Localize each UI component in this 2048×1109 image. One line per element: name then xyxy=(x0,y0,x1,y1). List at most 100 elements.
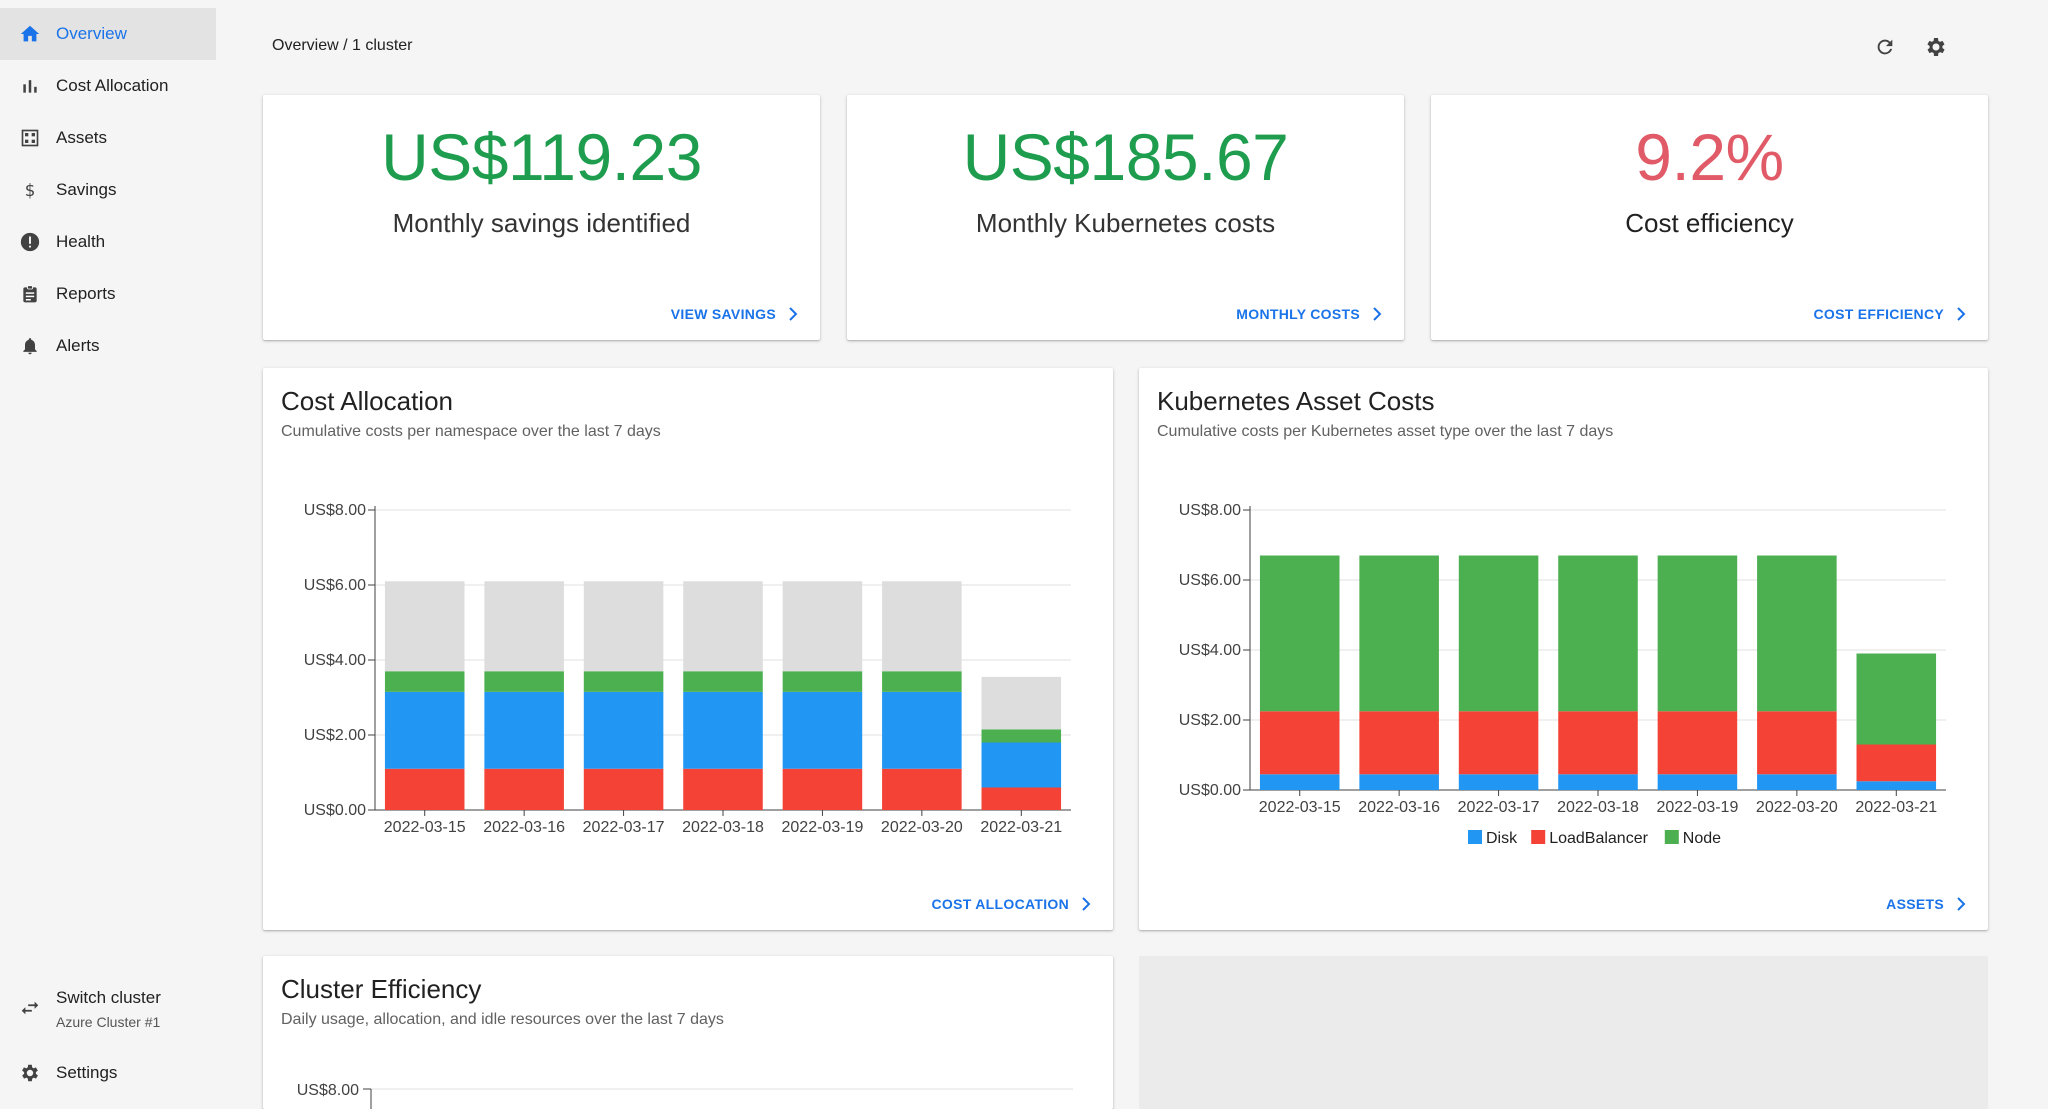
stat-value: US$119.23 xyxy=(381,120,702,194)
bar-segment xyxy=(583,671,664,692)
switch-cluster-label: Switch cluster xyxy=(56,988,161,1007)
card-title: Kubernetes Asset Costs xyxy=(1157,386,1435,416)
card-subtitle: Daily usage, allocation, and idle resour… xyxy=(281,1011,724,1028)
bar-segment xyxy=(484,671,564,692)
link-label: MONTHLY COSTS xyxy=(1236,306,1360,322)
bar-segment xyxy=(1856,744,1937,782)
stat-card-cost-efficiency: 9.2% Cost efficiency COST EFFICIENCY xyxy=(1431,95,1988,340)
bar-segment xyxy=(1558,774,1638,790)
sidebar-item-assets[interactable]: Assets xyxy=(0,112,216,164)
bar-segment xyxy=(1259,711,1340,775)
current-cluster-name: Azure Cluster #1 xyxy=(56,1014,161,1030)
y-tick-label: US$8.00 xyxy=(297,1082,359,1099)
bar-segment xyxy=(1458,555,1539,712)
x-tick-label: 2022-03-17 xyxy=(1458,799,1540,816)
legend-label: Disk xyxy=(1486,830,1518,847)
x-tick-label: 2022-03-18 xyxy=(682,819,764,836)
card-title: Cluster Efficiency xyxy=(281,974,482,1004)
x-tick-label: 2022-03-21 xyxy=(1855,799,1937,816)
chevron-right-icon xyxy=(788,307,800,321)
bar-segment xyxy=(782,768,863,810)
y-tick-label: US$8.00 xyxy=(1179,502,1241,519)
legend-swatch xyxy=(1664,830,1679,844)
link-label: VIEW SAVINGS xyxy=(670,306,776,322)
x-tick-label: 2022-03-16 xyxy=(483,819,565,836)
bar-segment xyxy=(583,581,664,672)
bar-segment xyxy=(484,691,564,769)
stat-value: US$185.67 xyxy=(962,120,1289,194)
refresh-icon[interactable] xyxy=(1872,34,1898,60)
bar-segment xyxy=(384,768,465,810)
bar-segment xyxy=(683,768,763,810)
legend-label: Node xyxy=(1683,830,1721,847)
bar-segment xyxy=(782,671,863,692)
chevron-right-icon xyxy=(1956,307,1968,321)
gear-icon[interactable] xyxy=(1923,34,1949,60)
sidebar-item-savings[interactable]: $ Savings xyxy=(0,164,216,216)
y-tick-label: US$6.00 xyxy=(304,577,366,594)
assets-link[interactable]: ASSETS xyxy=(1886,896,1968,912)
sidebar-item-label: Savings xyxy=(56,180,117,199)
dollar-icon: $ xyxy=(18,178,42,202)
chevron-right-icon xyxy=(1956,897,1968,911)
sidebar-item-settings[interactable]: Settings xyxy=(0,1047,216,1099)
bar-segment xyxy=(882,671,962,692)
y-tick-label: US$4.00 xyxy=(1179,642,1241,659)
bar-segment xyxy=(1558,555,1638,712)
sidebar-item-overview[interactable]: Overview xyxy=(0,8,216,60)
bar-segment xyxy=(384,691,465,769)
card-title: Cost Allocation xyxy=(281,386,453,416)
bar-segment xyxy=(1757,555,1837,712)
gear-icon xyxy=(18,1061,42,1085)
monthly-costs-link[interactable]: MONTHLY COSTS xyxy=(1236,306,1384,322)
cluster-efficiency-card: Cluster Efficiency Daily usage, allocati… xyxy=(263,956,1113,1109)
sidebar-item-health[interactable]: Health xyxy=(0,216,216,268)
legend-swatch xyxy=(1531,830,1546,844)
swap-icon xyxy=(18,996,42,1020)
sidebar-item-label: Health xyxy=(56,232,106,251)
bar-segment xyxy=(882,768,962,810)
sidebar-item-alerts[interactable]: Alerts xyxy=(0,320,216,372)
view-savings-link[interactable]: VIEW SAVINGS xyxy=(671,306,800,322)
x-tick-label: 2022-03-16 xyxy=(1358,799,1440,816)
stat-label: Cost efficiency xyxy=(1625,208,1794,238)
bar-segment xyxy=(1856,653,1937,745)
cost-efficiency-link[interactable]: COST EFFICIENCY xyxy=(1813,306,1968,322)
bar-segment xyxy=(683,581,763,672)
bar-segment xyxy=(683,671,763,692)
clipboard-icon xyxy=(18,282,42,306)
bar-segment xyxy=(1359,555,1439,712)
bar-segment xyxy=(384,671,465,692)
x-tick-label: 2022-03-18 xyxy=(1557,799,1639,816)
link-label: ASSETS xyxy=(1886,896,1944,912)
bar-segment xyxy=(981,676,1062,730)
x-tick-label: 2022-03-17 xyxy=(583,819,665,836)
empty-panel xyxy=(1139,956,1988,1109)
link-label: COST ALLOCATION xyxy=(931,896,1069,912)
switch-cluster-button[interactable]: Switch cluster Azure Cluster #1 xyxy=(0,980,216,1040)
sidebar-item-cost-allocation[interactable]: Cost Allocation xyxy=(0,60,216,112)
card-subtitle: Cumulative costs per namespace over the … xyxy=(281,423,661,440)
sidebar-item-label: Assets xyxy=(56,128,108,147)
bell-icon xyxy=(18,334,42,358)
sidebar-item-label: Reports xyxy=(56,284,116,303)
bar-segment xyxy=(583,768,664,810)
x-tick-label: 2022-03-20 xyxy=(881,819,963,836)
sidebar-item-reports[interactable]: Reports xyxy=(0,268,216,320)
stat-label: Monthly Kubernetes costs xyxy=(975,208,1276,238)
y-tick-label: US$4.00 xyxy=(304,652,366,669)
grid-icon xyxy=(18,126,42,150)
stat-card-monthly-costs: US$185.67 Monthly Kubernetes costs MONTH… xyxy=(847,95,1404,340)
bar-chart-icon xyxy=(18,74,42,98)
bar-segment xyxy=(1359,774,1439,790)
bar-segment xyxy=(1757,774,1837,790)
x-tick-label: 2022-03-15 xyxy=(384,819,466,836)
bar-segment xyxy=(782,691,863,769)
bar-segment xyxy=(583,691,664,769)
y-tick-label: US$6.00 xyxy=(1179,572,1241,589)
x-tick-label: 2022-03-20 xyxy=(1756,799,1838,816)
cost-allocation-link[interactable]: COST ALLOCATION xyxy=(932,896,1094,912)
cluster-efficiency-chart: US$8.00 xyxy=(297,1082,1073,1109)
asset-costs-card: Kubernetes Asset Costs Cumulative costs … xyxy=(1139,368,1988,930)
y-tick-label: US$0.00 xyxy=(304,802,366,819)
